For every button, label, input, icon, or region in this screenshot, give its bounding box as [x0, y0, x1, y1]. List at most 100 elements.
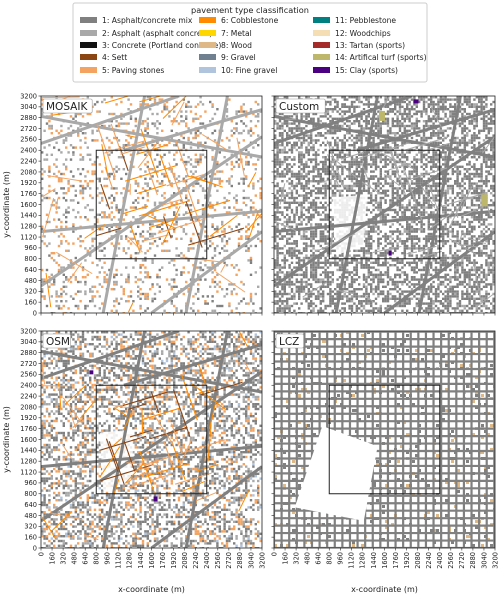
map-cell [146, 249, 149, 252]
y-tick-label: 640 [24, 266, 37, 274]
map-cell [490, 184, 493, 188]
map-cell [478, 220, 481, 224]
map-cell [74, 276, 77, 279]
map-cell [290, 189, 294, 192]
map-cell [204, 235, 207, 238]
map-cell [446, 192, 450, 195]
map-cell [257, 223, 260, 226]
map-cell [418, 120, 421, 123]
map-cell [434, 134, 438, 137]
map-cell [50, 153, 53, 156]
map-cell [461, 196, 464, 200]
map-cell [358, 120, 361, 123]
map-cell [355, 168, 358, 171]
map-cell [360, 192, 363, 195]
map-cell [84, 175, 87, 178]
map-cell [201, 189, 205, 192]
map-cell [62, 187, 65, 190]
map-cell [274, 235, 277, 238]
map-cell [322, 235, 325, 238]
map-cell [458, 141, 462, 144]
map-cell [444, 160, 447, 164]
map-cell [67, 187, 70, 190]
map-cell [367, 230, 370, 233]
map-cell [158, 122, 161, 125]
map-cell [173, 304, 176, 308]
map-cell [189, 146, 193, 149]
map-cell [305, 182, 308, 185]
street-segment [147, 167, 158, 196]
map-cell [276, 223, 279, 226]
map-cell [307, 141, 310, 144]
map-cell [298, 194, 301, 197]
map-cell [444, 223, 447, 226]
map-cell [329, 182, 332, 185]
map-cell [187, 105, 190, 108]
map-cell [185, 196, 188, 200]
map-cell [401, 105, 404, 108]
map-cell [274, 108, 277, 111]
map-cell [197, 134, 200, 137]
map-layer [274, 96, 495, 313]
map-cell [490, 144, 493, 147]
map-cell [146, 160, 149, 164]
map-cell [437, 105, 440, 108]
map-cell [480, 151, 483, 154]
map-cell [286, 237, 289, 240]
map-cell [425, 242, 428, 245]
map-cell [108, 228, 111, 231]
map-cell [427, 120, 430, 123]
map-cell [91, 240, 94, 243]
map-cell [199, 160, 202, 164]
map-cell [341, 105, 344, 108]
map-cell [456, 220, 459, 224]
map-cell [134, 256, 137, 260]
map-cell [300, 223, 303, 226]
map-cell [389, 175, 392, 178]
map-cell [173, 105, 176, 108]
map-cell [427, 156, 430, 159]
map-cell [403, 216, 406, 219]
map-cell [245, 160, 248, 164]
map-cell [293, 184, 296, 188]
map-cell [331, 129, 334, 132]
map-cell [415, 180, 418, 183]
map-cell [370, 237, 373, 240]
legend-item: 11: Pebblestone [313, 16, 396, 25]
map-cell [413, 163, 416, 166]
map-cell [473, 192, 476, 195]
map-cell [358, 139, 361, 142]
map-cell [427, 146, 430, 149]
map-cell [365, 115, 368, 118]
map-cell [444, 96, 447, 99]
map-cell [89, 300, 92, 303]
map-cell [314, 168, 318, 171]
map-cell [449, 158, 452, 161]
map-cell [444, 129, 447, 132]
map-cell [432, 153, 435, 156]
map-cell [343, 165, 346, 168]
map-cell [394, 208, 397, 212]
map-cell [295, 211, 298, 214]
map-cell [146, 237, 149, 240]
map-cell [336, 156, 339, 159]
map-cell [43, 297, 46, 300]
map-cell [473, 228, 476, 231]
map-cell [259, 266, 262, 269]
map-cell [101, 302, 104, 305]
map-cell [473, 105, 476, 108]
map-cell [458, 156, 462, 159]
map-cell [427, 184, 430, 188]
map-cell [84, 259, 87, 262]
map-cell [274, 103, 277, 106]
map-cell [403, 132, 406, 135]
map-cell [442, 230, 445, 233]
map-cell [274, 240, 277, 243]
map-cell [146, 192, 149, 195]
map-cell [204, 127, 207, 130]
map-cell [458, 151, 462, 154]
map-cell [470, 220, 474, 224]
map-cell [338, 151, 342, 154]
map-cell [129, 242, 133, 245]
map-cell [293, 156, 296, 159]
